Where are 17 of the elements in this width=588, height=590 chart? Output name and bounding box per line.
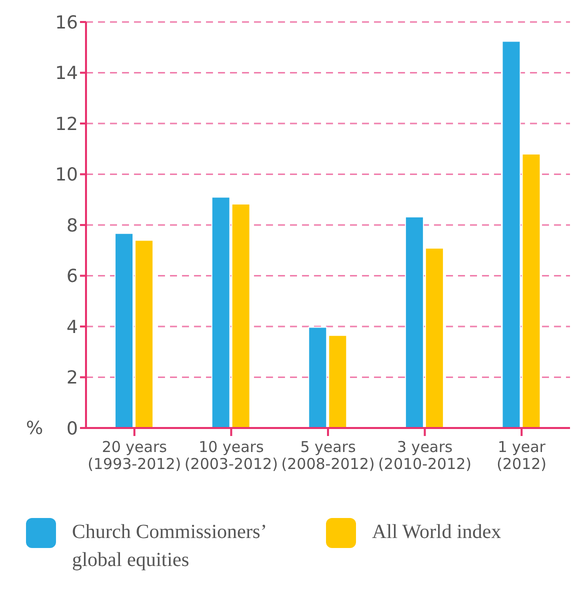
y-tick-label: 14 xyxy=(55,63,78,84)
y-tick-label: 6 xyxy=(66,266,78,288)
y-tick-label: 8 xyxy=(66,215,78,236)
y-axis-title: % xyxy=(26,418,44,439)
x-tick-label: 20 years (1993-2012) xyxy=(88,438,182,473)
x-tick-label: 1 year (2012) xyxy=(496,438,547,473)
y-tick-label: 2 xyxy=(66,368,78,389)
x-tick-label: 3 years (2010-2012) xyxy=(378,438,472,473)
x-tick-label: 5 years (2008-2012) xyxy=(281,438,375,473)
legend-label: All World index xyxy=(372,520,502,545)
legend-label: Church Commissioners’ global equities xyxy=(72,520,267,573)
y-tick-label: 10 xyxy=(55,164,78,186)
y-tick-label: 4 xyxy=(66,316,78,338)
y-tick-label: 16 xyxy=(55,12,78,34)
y-tick-label: 12 xyxy=(55,114,78,135)
y-tick-label: 0 xyxy=(66,418,78,440)
x-tick-label: 10 years (2003-2012) xyxy=(184,438,278,473)
